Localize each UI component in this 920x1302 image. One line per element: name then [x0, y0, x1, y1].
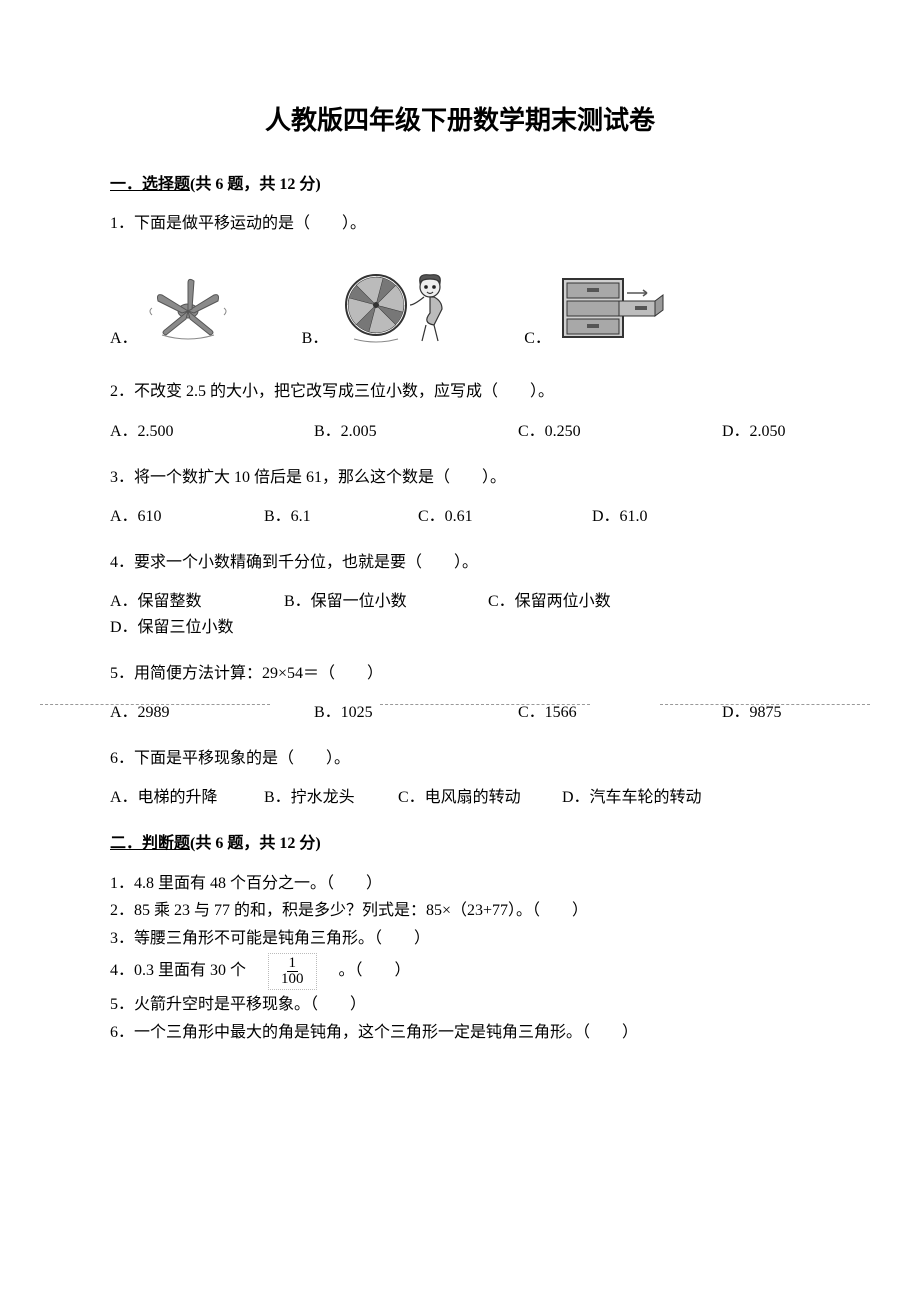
question-1-options: A． B． [110, 265, 810, 352]
question-6-options: A．电梯的升降 B．拧水龙头 C．电风扇的转动 D．汽车车轮的转动 [110, 785, 810, 811]
judge-4-post: 。（ ） [339, 962, 411, 979]
question-1-text: 1．下面是做平移运动的是（ ）。 [110, 211, 810, 237]
q2-option-d: D．2.050 [722, 419, 786, 445]
q4-option-b: B．保留一位小数 [284, 589, 484, 615]
judge-5: 5．火箭升空时是平移现象。（ ） [110, 992, 810, 1018]
section-1-info: (共 6 题，共 12 分) [190, 176, 321, 193]
q2-option-a: A．2.500 [110, 419, 310, 445]
q1-option-a-label: A． [110, 326, 138, 352]
page: 人教版四年级下册数学期末测试卷 一．选择题(共 6 题，共 12 分) 1．下面… [0, 0, 920, 1302]
q6-option-b: B．拧水龙头 [264, 785, 394, 811]
q6-option-c: C．电风扇的转动 [398, 785, 558, 811]
question-5-text: 5．用简便方法计算：29×54＝（ ） [110, 661, 810, 687]
question-4-text: 4．要求一个小数精确到千分位，也就是要（ ）。 [110, 550, 810, 576]
q1-option-b-label: B． [302, 326, 329, 352]
judge-2: 2．85 乘 23 与 77 的和，积是多少？列式是：85×（23+77）。（ … [110, 898, 810, 924]
judge-1: 1．4.8 里面有 48 个百分之一。（ ） [110, 871, 810, 897]
question-4-options: A．保留整数 B．保留一位小数 C．保留两位小数 D．保留三位小数 [110, 589, 810, 640]
judge-3: 3．等腰三角形不可能是钝角三角形。（ ） [110, 926, 810, 952]
q2-option-b: B．2.005 [314, 419, 514, 445]
q3-option-d: D．61.0 [592, 504, 648, 530]
fraction-icon: 1 100 [268, 953, 317, 990]
q6-option-d: D．汽车车轮的转动 [562, 785, 702, 811]
q1-option-c-label: C． [524, 326, 551, 352]
question-3-text: 3．将一个数扩大 10 倍后是 61，那么这个数是（ ）。 [110, 465, 810, 491]
q2-option-c: C．0.250 [518, 419, 718, 445]
q4-option-a: A．保留整数 [110, 589, 280, 615]
fraction-numerator: 1 [287, 956, 299, 972]
q4-option-c: C．保留两位小数 [488, 589, 688, 615]
question-2-options: A．2.500 B．2.005 C．0.250 D．2.050 [110, 419, 810, 445]
judge-4: 4．0.3 里面有 30 个 1 100 。（ ） [110, 953, 810, 990]
page-title: 人教版四年级下册数学期末测试卷 [110, 100, 810, 142]
q3-option-c: C．0.61 [418, 504, 588, 530]
section-2-label: 二．判断题 [110, 835, 190, 852]
judge-4-pre: 4．0.3 里面有 30 个 [110, 962, 246, 979]
question-6-text: 6．下面是平移现象的是（ ）。 [110, 746, 810, 772]
q3-option-a: A．610 [110, 504, 260, 530]
question-3-options: A．610 B．6.1 C．0.61 D．61.0 [110, 504, 810, 530]
pinwheel-girl-icon [334, 265, 454, 352]
q3-option-b: B．6.1 [264, 504, 414, 530]
q6-option-a: A．电梯的升降 [110, 785, 260, 811]
ceiling-fan-icon [144, 273, 232, 352]
section-1-label: 一．选择题 [110, 176, 190, 193]
section-2-info: (共 6 题，共 12 分) [190, 835, 321, 852]
judge-6: 6．一个三角形中最大的角是钝角，这个三角形一定是钝角三角形。（ ） [110, 1020, 810, 1046]
drawer-cabinet-icon [557, 273, 667, 352]
section-1-heading: 一．选择题(共 6 题，共 12 分) [110, 172, 810, 198]
question-2-text: 2．不改变 2.5 的大小，把它改写成三位小数，应写成（ ）。 [110, 379, 810, 405]
q4-option-d: D．保留三位小数 [110, 615, 234, 641]
fraction-denominator: 100 [279, 972, 306, 987]
section-2-heading: 二．判断题(共 6 题，共 12 分) [110, 831, 810, 857]
